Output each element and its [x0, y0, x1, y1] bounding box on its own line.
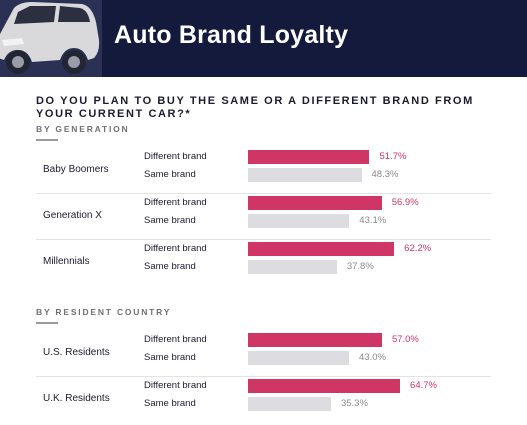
- value-label: 51.7%: [379, 151, 407, 162]
- same-brand-bar: [248, 397, 331, 411]
- different-brand-bar: [248, 242, 395, 256]
- header-title: Auto Brand Loyalty: [114, 21, 349, 49]
- value-label: 57.0%: [391, 334, 419, 345]
- series-label: Different brand: [144, 197, 207, 208]
- series-label: Same brand: [144, 169, 196, 180]
- group-name: Millennials: [43, 256, 90, 267]
- different-brand-bar: [248, 150, 370, 164]
- series-label: Same brand: [144, 398, 196, 409]
- value-label: 62.2%: [404, 243, 432, 254]
- value-label: 64.7%: [410, 380, 437, 391]
- same-brand-bar: [248, 214, 350, 228]
- header-banner: Auto Brand Loyalty: [0, 0, 527, 77]
- value-label: 37.8%: [346, 261, 374, 272]
- group-name: U.K. Residents: [43, 393, 110, 404]
- group-divider: [36, 376, 491, 377]
- series-label: Different brand: [144, 243, 207, 254]
- group-divider: [36, 239, 491, 240]
- section-label: BY RESIDENT COUNTRY: [36, 307, 172, 317]
- different-brand-bar: [248, 333, 382, 347]
- group-name: U.S. Residents: [43, 347, 110, 358]
- suv-car-icon: [0, 0, 102, 77]
- value-label: 35.3%: [340, 398, 368, 409]
- same-brand-bar: [248, 168, 362, 182]
- different-brand-bar: [248, 379, 401, 393]
- series-label: Same brand: [144, 352, 196, 363]
- value-label: 48.3%: [371, 169, 399, 180]
- value-label: 43.0%: [359, 352, 386, 363]
- group-name: Baby Boomers: [43, 164, 109, 175]
- value-label: 56.9%: [391, 197, 419, 208]
- same-brand-bar: [248, 351, 350, 365]
- section-underline: [36, 322, 58, 324]
- value-label: 43.1%: [359, 215, 387, 226]
- series-label: Same brand: [144, 215, 196, 226]
- series-label: Different brand: [144, 380, 207, 391]
- same-brand-bar: [248, 260, 337, 274]
- section-underline: [36, 139, 58, 141]
- different-brand-bar: [248, 196, 382, 210]
- series-label: Different brand: [144, 334, 207, 345]
- survey-question: DO YOU PLAN TO BUY THE SAME OR A DIFFERE…: [36, 95, 474, 120]
- series-label: Same brand: [144, 261, 196, 272]
- section-label: BY GENERATION: [36, 124, 130, 134]
- group-name: Generation X: [43, 210, 102, 221]
- group-divider: [36, 193, 491, 194]
- series-label: Different brand: [144, 151, 207, 162]
